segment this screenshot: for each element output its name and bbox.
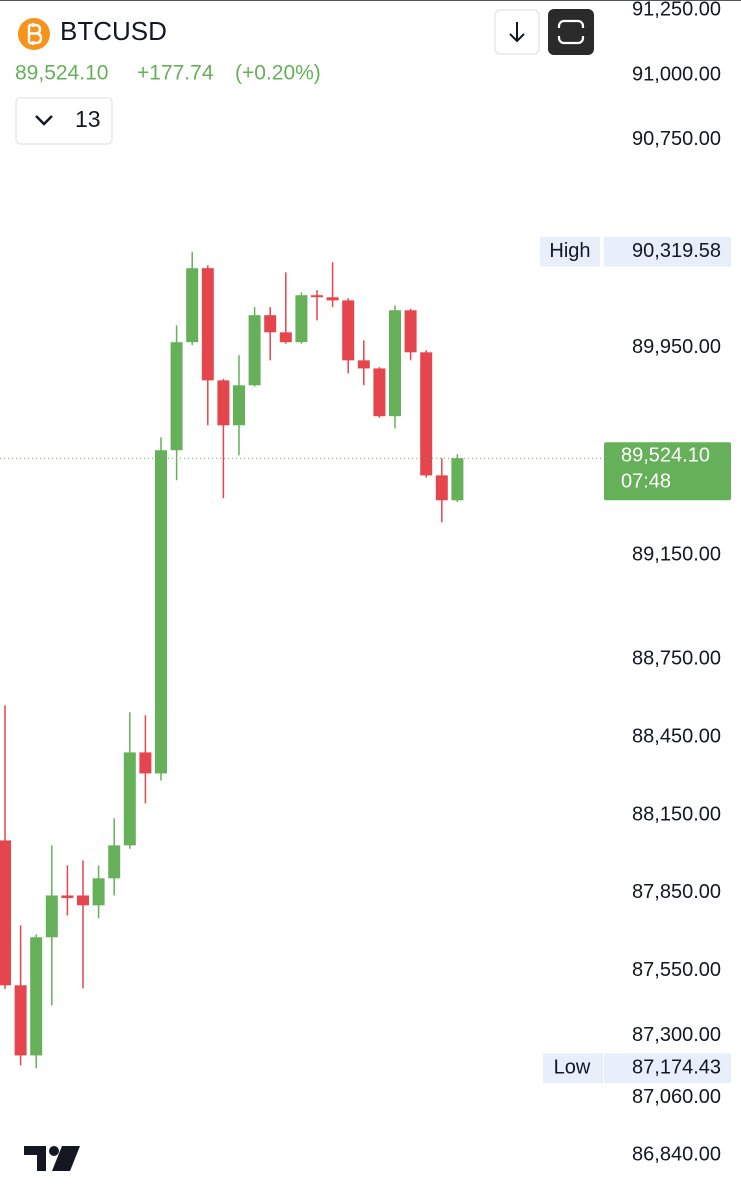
candle-body [264,315,277,333]
candle-body [342,300,355,361]
candle-body [14,985,27,1056]
y-tick-label: 89,150.00 [632,544,721,566]
marker-value-box [604,1053,731,1084]
marker-value-box [604,236,731,267]
y-tick-label: 91,250.00 [632,0,721,20]
candle-body [311,295,323,298]
symbol: BTCUSD [60,16,167,46]
fullscreen-gap [555,28,587,36]
candle-body [451,458,464,501]
candle-body [108,845,121,879]
candle-body [295,295,308,343]
candle-body [420,352,433,476]
marker-value: 87,174.43 [632,1057,721,1079]
logo-part [49,1146,59,1156]
price: 89,524.10 [15,62,108,85]
countdown: 07:48 [621,470,671,492]
btc-glyph [27,23,43,45]
candle-body [0,840,11,986]
marker-name: High [549,240,590,262]
candle-body [186,268,199,343]
logo-part [52,1146,80,1171]
y-tick-label: 87,550.00 [632,959,721,981]
logo-part [24,1146,46,1171]
candle-body [170,342,183,451]
candle-body [248,315,261,386]
marker-name: Low [554,1057,591,1079]
candle-body [201,268,214,381]
interval: 13 [75,106,101,132]
marker-name-box [543,1053,603,1084]
candle-body [155,450,167,774]
candle-body [404,310,417,353]
candle-body [45,895,58,938]
chevron [35,115,53,126]
change-pct: (+0.20%) [235,62,321,85]
candle-body [61,895,74,899]
y-tick-label: 87,300.00 [632,1024,721,1046]
y-tick-label: 87,060.00 [632,1086,721,1108]
interval-button[interactable] [15,97,113,145]
candle-body [77,895,89,906]
last-price-label: 89,524.10 [621,444,710,466]
candle-body [217,380,230,426]
candle-body [30,937,43,1056]
candle-body [92,878,105,906]
candle-body [435,475,448,501]
y-tick-label: 88,450.00 [632,725,721,747]
candle-body [139,752,152,774]
candle-body [373,368,386,417]
marker-name-box [540,236,600,267]
candle-body [279,332,292,343]
candle-body [123,752,136,846]
y-tick-label: 88,150.00 [632,803,721,825]
y-tick-label: 91,000.00 [632,63,721,85]
candle-body [357,360,370,369]
candle-body [233,385,245,426]
y-tick-label: 87,850.00 [632,881,721,903]
y-tick-label: 89,950.00 [632,336,721,358]
down-arrow [509,22,525,43]
last-price-box [604,442,731,501]
y-tick-label: 88,750.00 [632,647,721,669]
marker-value: 90,319.58 [632,240,721,262]
candle-body [326,297,339,301]
change: +177.74 [137,62,214,85]
y-tick-label: 86,840.00 [632,1143,721,1165]
candle-body [389,310,401,417]
y-tick-label: 90,750.00 [632,128,721,150]
